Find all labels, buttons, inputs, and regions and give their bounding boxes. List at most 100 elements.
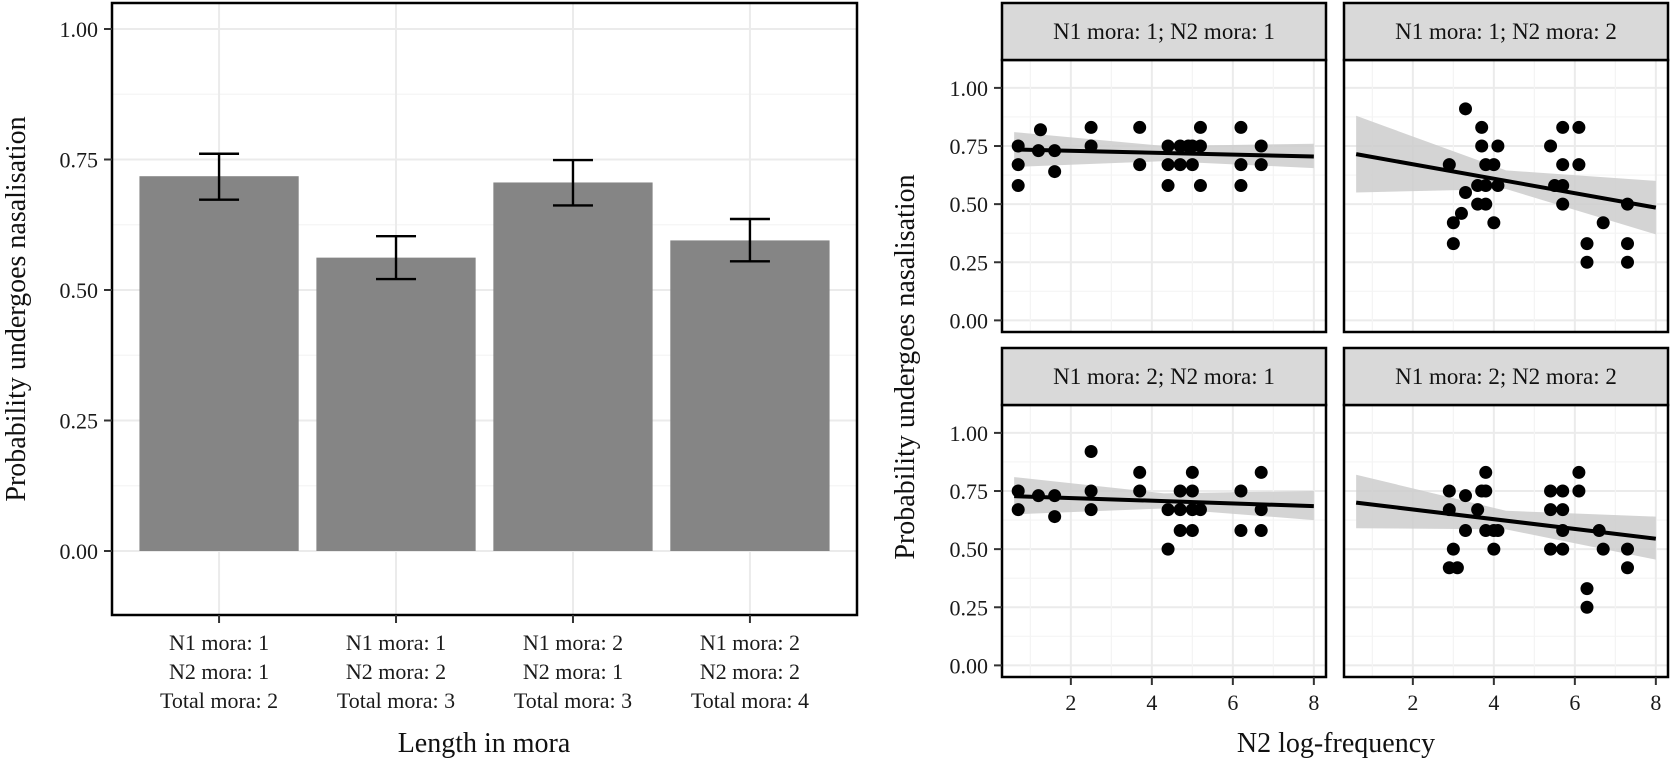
bar-chart-x-tick-label: Total mora: 3 [514, 688, 632, 713]
facet-y-tick-label: 0.25 [950, 595, 989, 620]
facet-x-tick-label: 2 [1065, 690, 1076, 715]
data-point [1556, 542, 1570, 556]
bar [670, 240, 830, 551]
data-point [1454, 206, 1468, 220]
bar-chart-x-tick-label: N1 mora: 2 [700, 630, 800, 655]
bar-chart-x-tick-label: N2 mora: 2 [700, 659, 800, 684]
regression-line [1014, 147, 1314, 159]
facet-y-tick-label: 1.00 [950, 76, 989, 101]
facet-x-tick-label: 8 [1650, 690, 1661, 715]
data-point [1254, 139, 1268, 153]
confidence-band [1356, 474, 1656, 560]
bar-chart-x-tick-label: N1 mora: 1 [346, 630, 446, 655]
facet-x-tick-label: 2 [1407, 690, 1418, 715]
data-point [1459, 102, 1472, 116]
data-point [1556, 484, 1570, 498]
data-point [1193, 139, 1207, 153]
facet-y-tick-label: 0.75 [950, 134, 989, 159]
bar-chart-panel-border [110, 1, 859, 617]
data-point [1185, 158, 1199, 172]
regression-line [1014, 494, 1314, 509]
facet-panel: N1 mora: 2; N2 mora: 2 2 4 6 8 [1342, 346, 1670, 715]
data-point [1161, 542, 1175, 556]
data-point [1173, 524, 1187, 538]
data-point [1544, 484, 1558, 498]
facet-y-tick-label: 0.00 [950, 653, 989, 678]
data-point [1011, 158, 1025, 172]
regression-line [1355, 500, 1657, 541]
data-point [1185, 484, 1199, 498]
data-point [1234, 484, 1248, 498]
bar-chart-x-tick-label: N2 mora: 2 [346, 659, 446, 684]
facet-y-axis-title: Probability undergoes nasalisation [890, 174, 921, 559]
data-point [1193, 179, 1207, 193]
data-point [1596, 542, 1610, 556]
bar [493, 182, 653, 551]
data-point [1459, 186, 1472, 200]
facet-strip-label: N1 mora: 2; N2 mora: 1 [1053, 364, 1275, 389]
data-point [1572, 465, 1586, 479]
data-point [1161, 139, 1175, 153]
facet-strip-label: N1 mora: 2; N2 mora: 2 [1395, 364, 1617, 389]
data-point [1479, 465, 1493, 479]
data-point [1556, 158, 1570, 172]
facet-panel: N1 mora: 1; N2 mora: 2 [1342, 1, 1670, 334]
data-point [1580, 582, 1594, 596]
bar-chart-x-tick-label: N1 mora: 1 [169, 630, 269, 655]
data-point [1446, 542, 1460, 556]
facet-y-tick-label: 0.50 [950, 192, 989, 217]
bar-chart-y-tick-label: 0.75 [60, 148, 99, 173]
bar-chart-x-tick-label: Total mora: 2 [160, 688, 278, 713]
data-point [1133, 158, 1147, 172]
data-point [1033, 123, 1047, 137]
data-point [1556, 120, 1570, 134]
data-point [1446, 237, 1460, 251]
data-point [1487, 216, 1501, 230]
data-point [1459, 524, 1472, 538]
bar-chart-x-tick-label: N1 mora: 2 [523, 630, 623, 655]
facet-strip-label: N1 mora: 1; N2 mora: 1 [1053, 19, 1275, 44]
facet-x-tick-label: 4 [1488, 690, 1499, 715]
data-point [1479, 179, 1493, 193]
facet-y-tick-label: 0.00 [950, 308, 989, 333]
data-point [1234, 120, 1248, 134]
bar-chart: 0.00 0.25 0.50 0.75 1.00 N1 mora: 1 N2 mora: … [1, 1, 859, 759]
data-point [1491, 524, 1505, 538]
data-point [1556, 197, 1570, 211]
data-point [1580, 237, 1594, 251]
facet-y-tick-label: 0.50 [950, 537, 989, 562]
bar-chart-y-axis-title: Probability undergoes nasalisation [1, 116, 32, 501]
bar-chart-x-tick-label: N2 mora: 1 [523, 659, 623, 684]
facet-background [1002, 405, 1326, 677]
data-point [1487, 158, 1501, 172]
data-point [1133, 484, 1147, 498]
facet-y-tick-label: 1.00 [950, 421, 989, 446]
data-point [1193, 120, 1207, 134]
facet-strip [1000, 346, 1328, 407]
data-point [1572, 120, 1586, 134]
data-point [1479, 484, 1493, 498]
data-point [1161, 158, 1175, 172]
data-point [1254, 524, 1268, 538]
facet-background [1002, 60, 1326, 332]
data-point [1084, 120, 1098, 134]
bar-chart-x-axis: N1 mora: 1 N2 mora: 1 Total mora: 2 N1 mora… [160, 615, 809, 713]
bar-chart-x-axis-title: Length in mora [398, 728, 571, 759]
data-point [1479, 197, 1493, 211]
data-point [1161, 179, 1175, 193]
facet-panel: N1 mora: 2; N2 mora: 1 0.00 0.25 0.50 0.75 1.… [950, 346, 1328, 715]
facet-x-tick-label: 6 [1227, 690, 1238, 715]
bar-chart-y-tick-label: 0.00 [60, 539, 99, 564]
facet-y-tick-label: 0.75 [950, 479, 989, 504]
facet-x-axis-title: N2 log-frequency [1237, 728, 1435, 759]
data-point [1491, 139, 1505, 153]
data-point [1544, 139, 1558, 153]
data-point [1572, 158, 1586, 172]
data-point [1048, 510, 1062, 524]
data-point [1011, 503, 1025, 517]
data-point [1133, 465, 1147, 479]
bar-chart-error-bars [199, 152, 770, 281]
facet-x-tick-label: 6 [1569, 690, 1580, 715]
faceted-scatter-chart: N1 mora: 1; N2 mora: 1 0.00 0.25 0.50 0.75 1.… [890, 1, 1670, 759]
